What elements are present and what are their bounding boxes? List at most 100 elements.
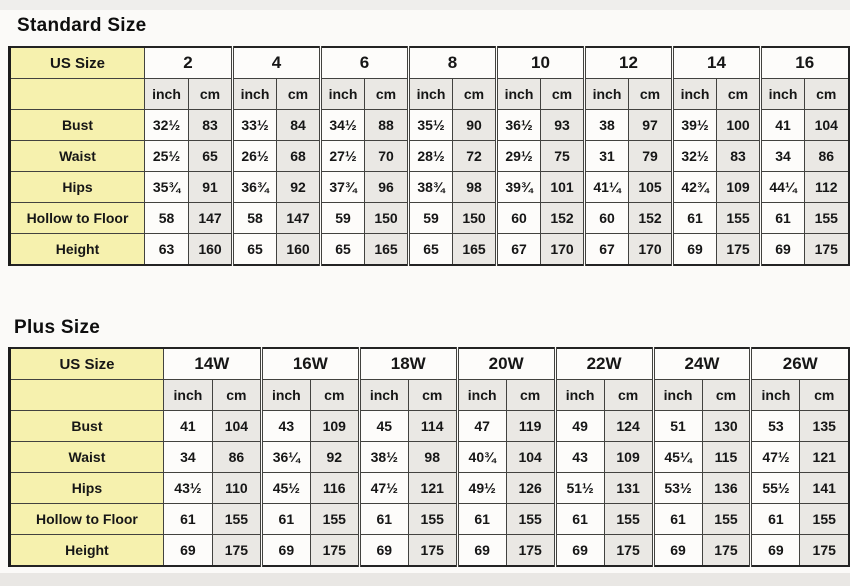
measurement-cell-cm: 130 [701, 410, 752, 442]
measurement-cell-cm: 116 [309, 472, 360, 504]
measurement-cell-inch: 35¾ [144, 171, 189, 203]
plus-size-table: US Size 14W 16W 18W 20W 22W 24W 26W inch cm inch cm… [8, 347, 850, 567]
measurement-cell-inch: 69 [357, 534, 409, 567]
unit-header-cm: cm [540, 78, 585, 110]
size-column-header: 2 [144, 46, 233, 79]
measurement-cell-inch: 43½ [162, 472, 213, 504]
measurement-cell-cm: 84 [276, 109, 321, 141]
measurement-cell-cm: 175 [716, 233, 761, 266]
measurement-cell-cm: 92 [276, 171, 321, 203]
us-size-header-cell: US Size [9, 46, 145, 79]
measurement-cell-cm: 121 [407, 472, 458, 504]
measurement-cell-cm: 175 [211, 534, 262, 567]
measurement-cell-inch: 32½ [671, 140, 717, 172]
measurement-cell-inch: 69 [749, 534, 801, 567]
unit-header-inch: inch [455, 379, 507, 411]
measurement-cell-inch: 69 [671, 233, 717, 266]
measurement-cell-cm: 121 [799, 441, 850, 473]
measurement-cell-cm: 75 [540, 140, 585, 172]
measurement-cell-inch: 61 [455, 503, 507, 535]
measurement-cell-inch: 69 [455, 534, 507, 567]
size-column-header: 18W [357, 347, 458, 380]
measurement-cell-inch: 37¾ [319, 171, 365, 203]
measurement-cell-cm: 124 [603, 410, 654, 442]
measurement-cell-cm: 175 [407, 534, 458, 567]
measurement-cell-inch: 34 [162, 441, 213, 473]
measurement-cell-cm: 175 [603, 534, 654, 567]
measurement-cell-cm: 155 [211, 503, 262, 535]
measurement-cell-cm: 90 [452, 109, 497, 141]
measurement-cell-cm: 115 [701, 441, 752, 473]
measurement-cell-cm: 119 [505, 410, 556, 442]
measurement-cell-cm: 175 [804, 233, 849, 266]
size-column-header: 6 [319, 46, 409, 79]
row-label-cell: Height [9, 534, 164, 567]
measurement-cell-inch: 26½ [231, 140, 277, 172]
measurement-cell-cm: 68 [276, 140, 321, 172]
size-column-header: 12 [583, 46, 673, 79]
measurement-cell-inch: 61 [357, 503, 409, 535]
unit-header-inch: inch [144, 78, 189, 110]
measurement-cell-cm: 136 [701, 472, 752, 504]
measurement-cell-cm: 97 [628, 109, 673, 141]
measurement-cell-inch: 53½ [651, 472, 703, 504]
measurement-cell-inch: 61 [759, 202, 805, 234]
measurement-cell-cm: 150 [364, 202, 409, 234]
plus-size-title: Plus Size [14, 317, 101, 338]
standard-size-title: Standard Size [17, 15, 147, 36]
table-row: Waist 34 86 36¼ 92 38½ 98 40¾ 104 43 109 45¼ 115 47½ 1… [9, 441, 850, 473]
table-row: Hips 35¾ 91 36¾ 92 37¾ 96 38¾ 98 39¾ 101 41¼ 105 42¾ 1… [9, 171, 849, 203]
unit-header-inch: inch [583, 78, 629, 110]
table-row: Hollow to Floor 61 155 61 155 61 155 61 155 61 155… [9, 503, 850, 535]
unit-header-cm: cm [211, 379, 262, 411]
size-column-header: 4 [231, 46, 321, 79]
measurement-cell-cm: 175 [505, 534, 556, 567]
measurement-cell-cm: 155 [603, 503, 654, 535]
measurement-cell-inch: 59 [407, 202, 453, 234]
measurement-cell-cm: 152 [628, 202, 673, 234]
unit-header-inch: inch [162, 379, 213, 411]
size-column-header: 24W [651, 347, 752, 380]
measurement-cell-inch: 27½ [319, 140, 365, 172]
table-row: Bust 32½ 83 33½ 84 34½ 88 35½ 90 36½ 93 38 97 39½ 100 4… [9, 109, 849, 141]
table-row: Bust 41 104 43 109 45 114 47 119 49 124 51 130 53 135 [9, 410, 850, 442]
measurement-cell-cm: 152 [540, 202, 585, 234]
corner-empty-cell [9, 379, 164, 411]
measurement-cell-inch: 47½ [357, 472, 409, 504]
measurement-cell-cm: 104 [211, 410, 262, 442]
unit-header-cm: cm [452, 78, 497, 110]
measurement-cell-inch: 69 [759, 233, 805, 266]
size-column-header: 26W [749, 347, 850, 380]
measurement-cell-cm: 110 [211, 472, 262, 504]
measurement-cell-inch: 38½ [357, 441, 409, 473]
unit-header-inch: inch [231, 78, 277, 110]
unit-header-cm: cm [628, 78, 673, 110]
unit-header-cm: cm [716, 78, 761, 110]
corner-empty-cell [9, 78, 145, 110]
measurement-cell-cm: 93 [540, 109, 585, 141]
unit-header-cm: cm [505, 379, 556, 411]
row-label-cell: Hips [9, 472, 164, 504]
measurement-cell-cm: 70 [364, 140, 409, 172]
measurement-cell-cm: 175 [799, 534, 850, 567]
measurement-cell-inch: 42¾ [671, 171, 717, 203]
size-column-header: 14 [671, 46, 761, 79]
measurement-cell-inch: 41 [162, 410, 213, 442]
measurement-cell-inch: 65 [231, 233, 277, 266]
measurement-cell-cm: 155 [799, 503, 850, 535]
measurement-cell-cm: 98 [407, 441, 458, 473]
row-label-cell: Waist [9, 140, 145, 172]
measurement-cell-inch: 61 [651, 503, 703, 535]
measurement-cell-cm: 126 [505, 472, 556, 504]
measurement-cell-inch: 65 [407, 233, 453, 266]
unit-header-cm: cm [701, 379, 752, 411]
measurement-cell-inch: 51½ [553, 472, 605, 504]
unit-header-cm: cm [407, 379, 458, 411]
measurement-cell-cm: 92 [309, 441, 360, 473]
measurement-cell-cm: 109 [603, 441, 654, 473]
measurement-cell-cm: 109 [309, 410, 360, 442]
size-column-header: 10 [495, 46, 585, 79]
measurement-cell-inch: 67 [583, 233, 629, 266]
measurement-cell-cm: 91 [188, 171, 233, 203]
